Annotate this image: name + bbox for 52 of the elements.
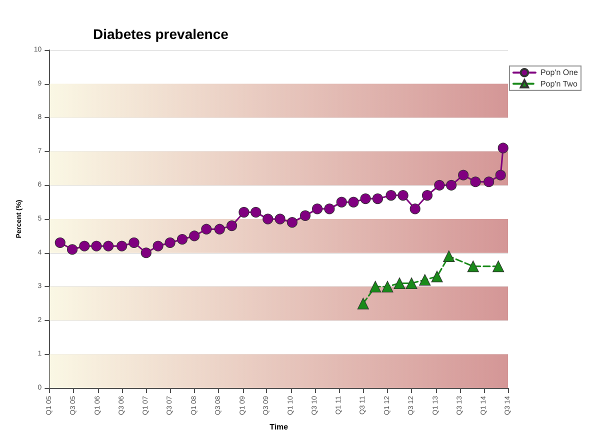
point xyxy=(458,170,469,180)
legend-label: Pop'n One xyxy=(540,68,579,78)
point xyxy=(419,274,431,286)
point xyxy=(357,298,369,310)
point xyxy=(250,206,262,218)
point xyxy=(140,248,152,258)
point xyxy=(226,220,238,232)
point xyxy=(286,217,298,228)
point xyxy=(406,277,418,290)
point xyxy=(103,240,114,252)
point xyxy=(382,280,394,292)
point xyxy=(262,214,274,224)
point xyxy=(370,280,382,292)
x-axis-title: Time xyxy=(270,422,289,432)
point xyxy=(484,176,494,188)
point xyxy=(324,204,335,214)
point xyxy=(348,196,359,208)
point xyxy=(498,142,508,154)
point xyxy=(443,250,455,262)
point xyxy=(434,180,445,191)
point xyxy=(79,240,90,252)
point xyxy=(201,224,212,234)
point xyxy=(336,196,347,208)
point xyxy=(128,237,140,248)
point xyxy=(176,234,188,245)
point xyxy=(116,240,128,252)
point xyxy=(312,204,323,214)
point xyxy=(398,190,408,201)
point xyxy=(431,270,443,282)
point xyxy=(467,260,479,272)
point xyxy=(152,240,164,252)
point xyxy=(492,260,504,272)
point xyxy=(372,193,383,204)
point xyxy=(189,230,200,242)
point xyxy=(470,176,481,188)
legend-label: Pop'n Two xyxy=(540,79,578,88)
point xyxy=(495,170,506,180)
point xyxy=(300,210,311,221)
point xyxy=(214,224,225,234)
point xyxy=(422,190,433,201)
point xyxy=(274,214,286,224)
point xyxy=(360,193,371,204)
point xyxy=(446,180,457,191)
point xyxy=(410,204,420,214)
point xyxy=(164,237,176,248)
point xyxy=(394,277,406,290)
point xyxy=(54,237,66,248)
point xyxy=(91,240,102,252)
point xyxy=(66,244,78,255)
point xyxy=(238,206,250,218)
chart-title: Diabetes prevalence xyxy=(93,26,229,42)
point xyxy=(386,190,396,201)
